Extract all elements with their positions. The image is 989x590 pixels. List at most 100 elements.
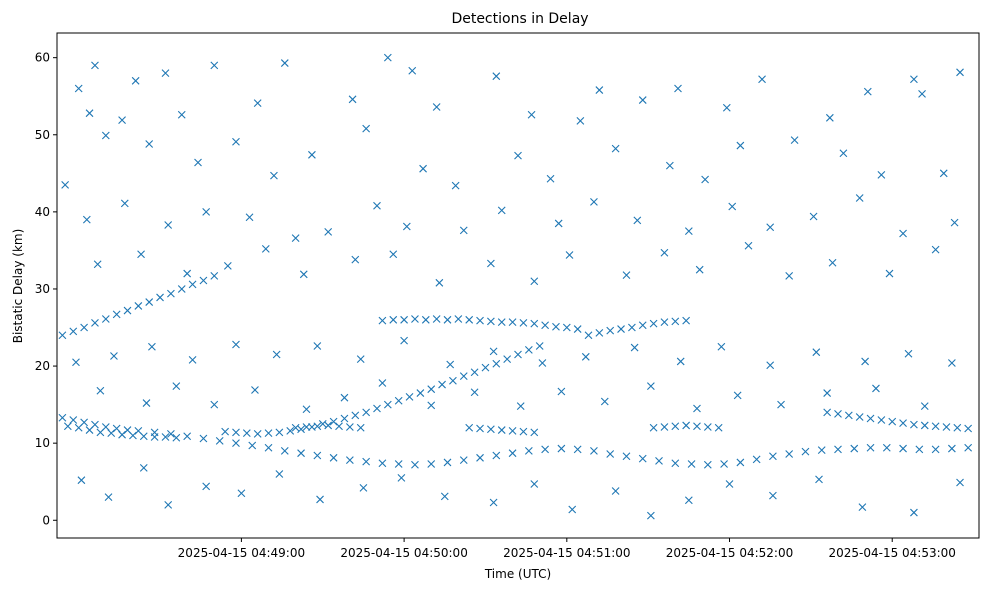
data-point bbox=[785, 271, 794, 280]
data-point bbox=[508, 426, 517, 435]
data-point bbox=[638, 321, 647, 330]
data-point bbox=[733, 391, 742, 400]
data-point bbox=[104, 493, 113, 502]
data-point bbox=[356, 423, 365, 432]
data-point bbox=[134, 302, 143, 310]
data-point bbox=[58, 413, 67, 422]
data-point bbox=[335, 422, 343, 431]
data-point bbox=[237, 489, 246, 498]
data-point bbox=[872, 384, 880, 393]
data-point bbox=[93, 260, 102, 269]
data-point bbox=[617, 325, 625, 333]
data-point bbox=[221, 427, 230, 436]
data-point bbox=[649, 423, 658, 432]
data-point bbox=[82, 215, 91, 224]
data-point bbox=[486, 425, 495, 434]
data-point bbox=[720, 460, 728, 468]
data-point bbox=[91, 319, 99, 327]
data-point bbox=[397, 473, 406, 482]
data-point bbox=[557, 444, 566, 453]
data-point bbox=[142, 399, 151, 407]
data-point bbox=[630, 343, 639, 352]
data-point bbox=[492, 451, 501, 460]
data-point bbox=[590, 197, 598, 206]
data-point bbox=[280, 59, 289, 67]
data-point bbox=[486, 317, 495, 326]
data-point bbox=[232, 428, 240, 437]
data-point bbox=[855, 413, 864, 421]
data-point bbox=[769, 452, 777, 461]
data-point bbox=[682, 421, 691, 430]
data-point bbox=[253, 430, 262, 438]
data-point bbox=[628, 323, 636, 332]
data-point bbox=[660, 423, 669, 431]
data-point bbox=[362, 457, 371, 466]
data-point bbox=[646, 382, 655, 391]
y-tick-label: 10 bbox=[35, 436, 50, 450]
y-tick-label: 60 bbox=[35, 51, 50, 65]
data-point bbox=[953, 423, 962, 432]
data-point bbox=[695, 265, 704, 274]
data-point bbox=[118, 116, 126, 125]
y-tick-label: 0 bbox=[42, 513, 50, 527]
data-point bbox=[492, 72, 501, 81]
data-point bbox=[302, 423, 311, 431]
data-point bbox=[459, 226, 468, 235]
data-point bbox=[188, 356, 197, 364]
data-point bbox=[701, 175, 710, 184]
data-point bbox=[541, 445, 550, 454]
x-tick-label: 2025-04-15 04:49:00 bbox=[178, 546, 305, 560]
data-point bbox=[161, 433, 170, 441]
data-point bbox=[378, 316, 387, 325]
data-point bbox=[633, 216, 642, 225]
data-point bbox=[535, 342, 544, 350]
data-point bbox=[435, 278, 444, 287]
data-point bbox=[565, 251, 574, 259]
data-point bbox=[752, 455, 761, 464]
data-point bbox=[809, 212, 818, 221]
data-point bbox=[557, 387, 566, 396]
data-point bbox=[722, 103, 731, 112]
data-point bbox=[918, 90, 926, 98]
x-tick-label: 2025-04-15 04:52:00 bbox=[666, 546, 793, 560]
data-point bbox=[318, 420, 327, 428]
data-point bbox=[449, 376, 457, 385]
data-point bbox=[199, 434, 208, 443]
data-point bbox=[655, 457, 663, 465]
data-point bbox=[373, 201, 381, 210]
data-point bbox=[855, 194, 864, 202]
plot-frame bbox=[56, 32, 980, 539]
data-point bbox=[389, 250, 398, 259]
data-point bbox=[232, 340, 240, 349]
data-point bbox=[622, 452, 631, 461]
data-point bbox=[611, 144, 620, 153]
data-point bbox=[476, 316, 484, 325]
data-point bbox=[785, 450, 794, 458]
x-axis-ticks: 2025-04-15 04:49:00 2025-04-15 04:50:00 20… bbox=[178, 538, 956, 560]
data-point bbox=[801, 447, 810, 456]
data-point bbox=[177, 285, 186, 293]
data-point bbox=[167, 430, 175, 438]
data-point bbox=[942, 423, 951, 431]
data-point bbox=[486, 259, 495, 268]
data-point bbox=[665, 161, 674, 170]
data-point bbox=[744, 241, 753, 250]
data-point bbox=[291, 423, 300, 432]
data-point bbox=[839, 149, 848, 158]
data-point bbox=[210, 400, 219, 409]
data-point bbox=[199, 276, 208, 285]
data-point bbox=[378, 459, 387, 468]
data-point bbox=[324, 421, 333, 430]
data-point bbox=[671, 317, 680, 326]
data-point bbox=[459, 372, 468, 380]
data-point bbox=[638, 96, 647, 104]
y-tick-label: 40 bbox=[35, 205, 50, 219]
data-point bbox=[885, 269, 894, 278]
data-point bbox=[947, 444, 956, 453]
data-point bbox=[703, 423, 712, 431]
data-point bbox=[411, 315, 419, 323]
data-point bbox=[432, 315, 441, 323]
data-point bbox=[538, 359, 547, 367]
data-point bbox=[508, 449, 517, 458]
data-point bbox=[904, 349, 913, 358]
